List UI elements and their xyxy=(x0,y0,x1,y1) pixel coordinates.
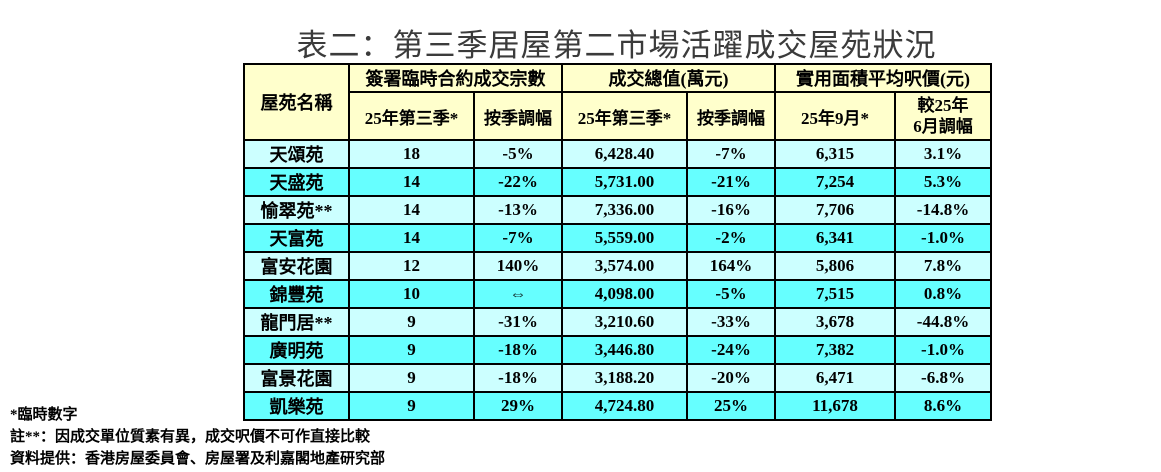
cell-psf: 5,806 xyxy=(774,251,896,281)
cell-psf: 7,515 xyxy=(774,279,896,309)
cell-deals-qoq: -5% xyxy=(473,139,563,169)
cell-value: 6,428.40 xyxy=(561,139,688,169)
table-row: 天盛苑 14 -22% 5,731.00 -21% 7,254 5.3% xyxy=(243,167,992,197)
cell-psf-qoq: 7.8% xyxy=(894,251,992,281)
cell-value-qoq: -21% xyxy=(686,167,776,197)
cell-deals-qoq: -7% xyxy=(473,223,563,253)
cell-psf-qoq: 3.1% xyxy=(894,139,992,169)
cell-psf: 6,315 xyxy=(774,139,896,169)
col-group-value: 成交總值(萬元) xyxy=(561,63,776,93)
footnote-source: 資料提供：香港房屋委員會、房屋署及利嘉閣地產研究部 xyxy=(10,451,386,467)
cell-estate-name: 天頌苑 xyxy=(243,139,350,169)
col-header-psf-sep: 25年9月* xyxy=(774,91,896,141)
cell-psf: 3,678 xyxy=(774,307,896,337)
cell-estate-name: 天盛苑 xyxy=(243,167,350,197)
footnote-provisional: *臨時數字 xyxy=(10,407,78,423)
cell-estate-name: 天富苑 xyxy=(243,223,350,253)
cell-deals: 14 xyxy=(348,167,475,197)
cell-value-qoq: -5% xyxy=(686,279,776,309)
cell-deals: 9 xyxy=(348,391,475,421)
cell-psf-qoq: 8.6% xyxy=(894,391,992,421)
cell-deals-qoq: ⇔ xyxy=(473,279,563,309)
cell-psf-qoq: -44.8% xyxy=(894,307,992,337)
table-row: 富安花園 12 140% 3,574.00 164% 5,806 7.8% xyxy=(243,251,992,281)
cell-value-qoq: 25% xyxy=(686,391,776,421)
cell-estate-name: 龍門居** xyxy=(243,307,350,337)
cell-deals: 9 xyxy=(348,335,475,365)
col-header-deals-qoq: 按季調幅 xyxy=(473,91,563,141)
cell-estate-name: 富安花園 xyxy=(243,251,350,281)
cell-value: 3,574.00 xyxy=(561,251,688,281)
cell-estate-name: 愉翠苑** xyxy=(243,195,350,225)
cell-deals: 18 xyxy=(348,139,475,169)
cell-estate-name: 凱樂苑 xyxy=(243,391,350,421)
cell-psf: 7,706 xyxy=(774,195,896,225)
cell-deals-qoq: -31% xyxy=(473,307,563,337)
table-row: 龍門居** 9 -31% 3,210.60 -33% 3,678 -44.8% xyxy=(243,307,992,337)
cell-deals-qoq: 29% xyxy=(473,391,563,421)
cell-deals: 9 xyxy=(348,307,475,337)
cell-deals-qoq: -18% xyxy=(473,335,563,365)
cell-deals: 14 xyxy=(348,195,475,225)
cell-psf-qoq: -1.0% xyxy=(894,335,992,365)
cell-psf-qoq: 5.3% xyxy=(894,167,992,197)
table-row: 錦豐苑 10 ⇔ 4,098.00 -5% 7,515 0.8% xyxy=(243,279,992,309)
cell-psf: 11,678 xyxy=(774,391,896,421)
footnote-comparison: 註**：因成交單位質素有異，成交呎價不可作直接比較 xyxy=(10,429,371,445)
cell-psf: 7,254 xyxy=(774,167,896,197)
col-header-deals-q3: 25年第三季* xyxy=(348,91,475,141)
cell-psf: 6,471 xyxy=(774,363,896,393)
cell-estate-name: 錦豐苑 xyxy=(243,279,350,309)
cell-value: 4,098.00 xyxy=(561,279,688,309)
cell-value: 7,336.00 xyxy=(561,195,688,225)
cell-value-qoq: -20% xyxy=(686,363,776,393)
table-row: 愉翠苑** 14 -13% 7,336.00 -16% 7,706 -14.8% xyxy=(243,195,992,225)
footnotes: *臨時數字 註**：因成交單位質素有異，成交呎價不可作直接比較 資料提供：香港房… xyxy=(10,404,385,470)
cell-psf-qoq: 0.8% xyxy=(894,279,992,309)
col-header-value-qoq: 按季調幅 xyxy=(686,91,776,141)
col-group-psf: 實用面積平均呎價(元) xyxy=(774,63,992,93)
cell-value-qoq: -2% xyxy=(686,223,776,253)
cell-deals-qoq: 140% xyxy=(473,251,563,281)
table-row: 凱樂苑 9 29% 4,724.80 25% 11,678 8.6% xyxy=(243,391,992,421)
header-group-row: 屋苑名稱 簽署臨時合約成交宗數 成交總值(萬元) 實用面積平均呎價(元) xyxy=(243,63,992,141)
cell-psf: 6,341 xyxy=(774,223,896,253)
page-title: 表二：第三季居屋第二市場活躍成交屋苑狀況 xyxy=(296,28,937,63)
cell-psf-qoq: -6.8% xyxy=(894,363,992,393)
table-row: 天頌苑 18 -5% 6,428.40 -7% 6,315 3.1% xyxy=(243,139,992,169)
cell-value: 3,188.20 xyxy=(561,363,688,393)
cell-estate-name: 廣明苑 xyxy=(243,335,350,365)
cell-deals: 12 xyxy=(348,251,475,281)
cell-psf-qoq: -1.0% xyxy=(894,223,992,253)
cell-value: 5,559.00 xyxy=(561,223,688,253)
cell-value-qoq: -24% xyxy=(686,335,776,365)
col-header-psf-qoq: 較25年 6月調幅 xyxy=(894,91,992,141)
col-header-value-q3: 25年第三季* xyxy=(561,91,688,141)
cell-deals: 14 xyxy=(348,223,475,253)
cell-value-qoq: 164% xyxy=(686,251,776,281)
col-header-estate-name: 屋苑名稱 xyxy=(243,63,350,141)
cell-deals-qoq: -22% xyxy=(473,167,563,197)
header-sub-row: 25年第三季* 按季調幅 25年第三季* 按季調幅 25年9月* 較25年 6月… xyxy=(244,91,992,141)
cell-psf-qoq: -14.8% xyxy=(894,195,992,225)
cell-value-qoq: -7% xyxy=(686,139,776,169)
cell-value: 3,446.80 xyxy=(561,335,688,365)
cell-deals-qoq: -18% xyxy=(473,363,563,393)
cell-deals-qoq: -13% xyxy=(473,195,563,225)
cell-deals: 9 xyxy=(348,363,475,393)
cell-value-qoq: -16% xyxy=(686,195,776,225)
estates-table: 屋苑名稱 簽署臨時合約成交宗數 成交總值(萬元) 實用面積平均呎價(元) 25年… xyxy=(243,63,992,421)
cell-deals: 10 xyxy=(348,279,475,309)
cell-value: 3,210.60 xyxy=(561,307,688,337)
table-row: 天富苑 14 -7% 5,559.00 -2% 6,341 -1.0% xyxy=(243,223,992,253)
table-row: 廣明苑 9 -18% 3,446.80 -24% 7,382 -1.0% xyxy=(243,335,992,365)
cell-value-qoq: -33% xyxy=(686,307,776,337)
cell-value: 4,724.80 xyxy=(561,391,688,421)
col-group-deals: 簽署臨時合約成交宗數 xyxy=(348,63,563,93)
cell-value: 5,731.00 xyxy=(561,167,688,197)
cell-psf: 7,382 xyxy=(774,335,896,365)
cell-estate-name: 富景花園 xyxy=(243,363,350,393)
table-row: 富景花園 9 -18% 3,188.20 -20% 6,471 -6.8% xyxy=(243,363,992,393)
